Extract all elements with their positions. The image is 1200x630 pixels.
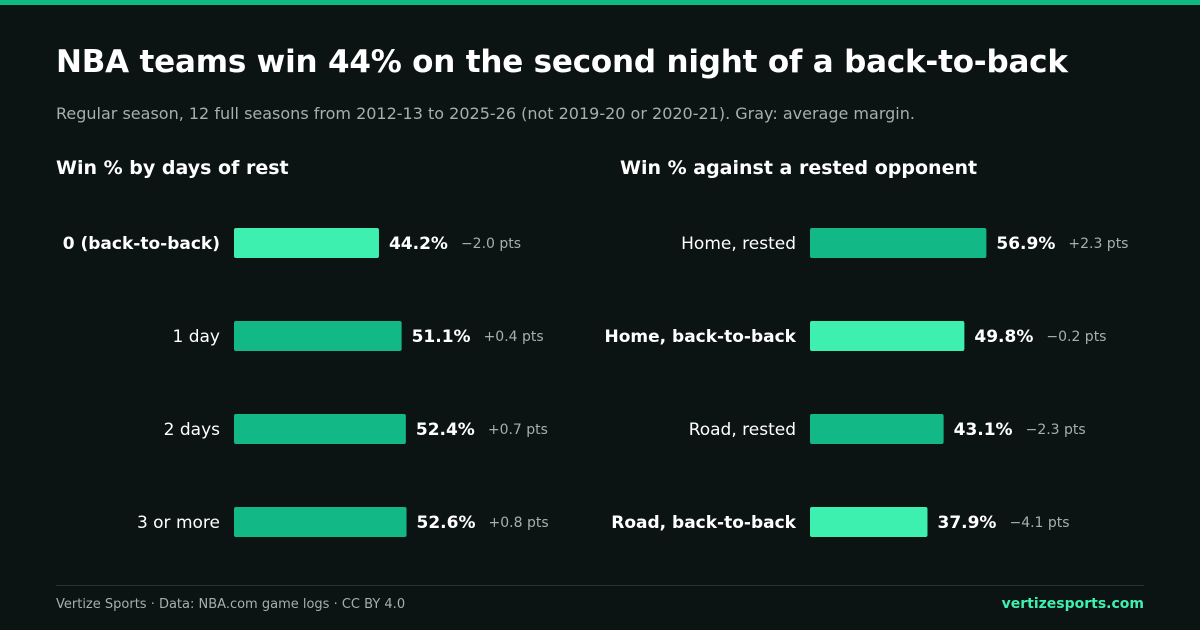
bar-opponent-1 (810, 321, 965, 351)
category-label-opponent-1: Home, back-to-back (605, 327, 797, 347)
margin-label-opponent-2: −2.3 pts (1026, 422, 1086, 438)
top-accent-bar (0, 0, 1200, 5)
margin-label-rest-1: +0.4 pts (484, 329, 544, 345)
margin-label-opponent-0: +2.3 pts (1068, 236, 1128, 252)
margin-label-rest-2: +0.7 pts (488, 422, 548, 438)
value-label-opponent-2: 43.1% (954, 420, 1013, 440)
bar-opponent-0 (810, 228, 987, 258)
category-label-rest-3: 3 or more (137, 513, 220, 533)
category-label-rest-0: 0 (back-to-back) (63, 234, 220, 254)
category-label-rest-2: 2 days (164, 420, 220, 440)
value-label-rest-0: 44.2% (389, 234, 448, 254)
value-label-rest-3: 52.6% (417, 513, 476, 533)
bar-charts: 0 (back-to-back) 44.2% −2.0 pts 1 day 51.1% +… (63, 228, 1128, 537)
margin-label-rest-3: +0.8 pts (489, 515, 549, 531)
bar-rest-1 (234, 321, 402, 351)
category-label-opponent-0: Home, rested (681, 234, 796, 254)
bar-rest-3 (234, 507, 407, 537)
footer-credit: Vertize Sports · Data: NBA.com game logs… (56, 597, 406, 612)
footer-divider (56, 585, 1144, 586)
category-label-rest-1: 1 day (173, 327, 221, 347)
value-label-opponent-3: 37.9% (937, 513, 996, 533)
chart-title: NBA teams win 44% on the second night of… (56, 44, 1068, 80)
bar-opponent-3 (810, 507, 928, 537)
margin-label-opponent-1: −0.2 pts (1046, 329, 1106, 345)
chart-subtitle: Regular season, 12 full seasons from 201… (56, 104, 915, 123)
value-label-rest-1: 51.1% (412, 327, 471, 347)
margin-label-rest-0: −2.0 pts (461, 236, 521, 252)
footer-site-link[interactable]: vertizesports.com (1001, 596, 1144, 612)
margin-label-opponent-3: −4.1 pts (1009, 515, 1069, 531)
category-label-opponent-3: Road, back-to-back (611, 513, 796, 533)
bar-rest-2 (234, 414, 406, 444)
category-label-opponent-2: Road, rested (689, 420, 796, 440)
panel-title-rest: Win % by days of rest (56, 157, 289, 179)
value-label-opponent-0: 56.9% (996, 234, 1055, 254)
bar-rest-0 (234, 228, 379, 258)
panel-title-opponent: Win % against a rested opponent (620, 157, 978, 179)
value-label-opponent-1: 49.8% (974, 327, 1033, 347)
value-label-rest-2: 52.4% (416, 420, 475, 440)
bar-opponent-2 (810, 414, 944, 444)
